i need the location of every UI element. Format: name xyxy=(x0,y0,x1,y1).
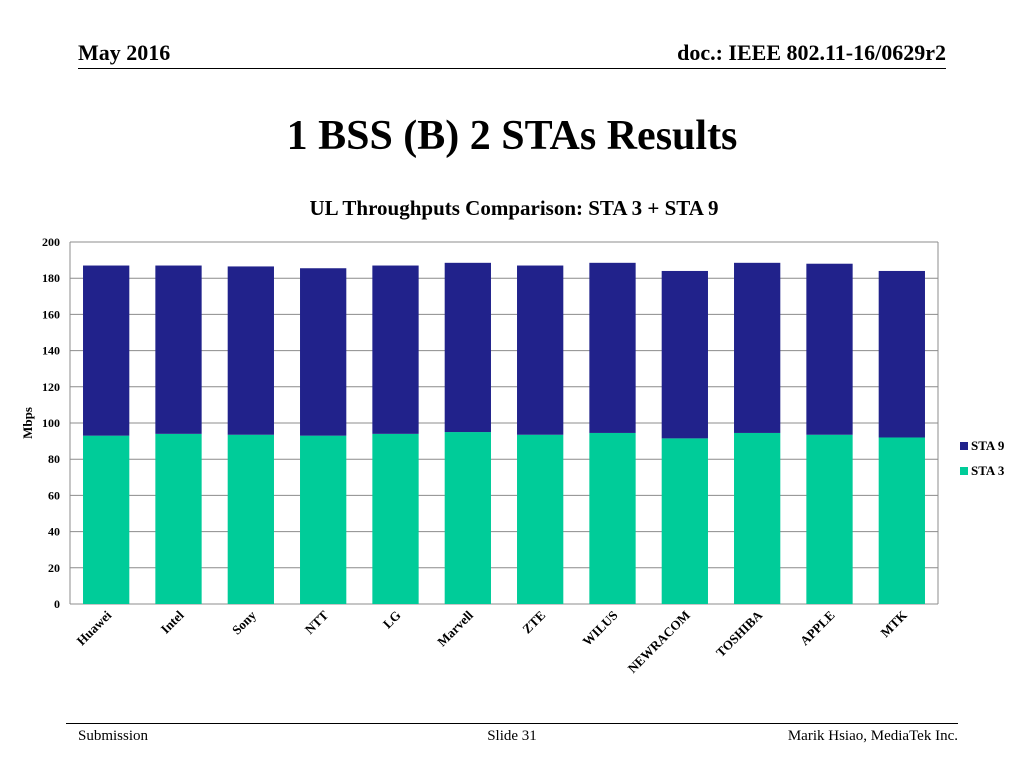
bar-segment-sta9-sony xyxy=(227,266,274,435)
footer-submission: Submission xyxy=(78,728,149,744)
y-axis-label: Mbps xyxy=(20,407,35,439)
x-tick-label: APPLE xyxy=(797,608,838,649)
bar-segment-sta9-wilus xyxy=(589,262,636,433)
footer-author: Marik Hsiao, MediaTek Inc. xyxy=(787,728,958,744)
x-tick-label: LG xyxy=(380,608,404,632)
header-doc-id: doc.: IEEE 802.11-16/0629r2 xyxy=(677,40,946,65)
x-tick-label: ZTE xyxy=(519,608,548,637)
bar-segment-sta3-ntt xyxy=(300,435,347,604)
bar-segment-sta9-intel xyxy=(155,265,202,434)
slide-title: 1 BSS (B) 2 STAs Results xyxy=(286,113,738,159)
y-tick-label: 100 xyxy=(42,416,60,430)
y-tick-label: 180 xyxy=(42,271,60,285)
y-tick-label: 120 xyxy=(42,380,60,394)
x-tick-label: Marvell xyxy=(434,607,476,649)
y-tick-label: 80 xyxy=(48,452,60,466)
bar-segment-sta9-huawei xyxy=(83,265,130,436)
bar-segment-sta3-toshiba xyxy=(734,432,781,604)
footer-divider xyxy=(66,723,958,724)
y-tick-label: 60 xyxy=(48,488,60,502)
bar-segment-sta9-zte xyxy=(517,265,564,435)
x-tick-label: WILUS xyxy=(579,608,620,649)
header-date: May 2016 xyxy=(78,40,171,65)
x-tick-label: TOSHIBA xyxy=(713,607,766,660)
bar-segment-sta9-marvell xyxy=(444,262,491,433)
gridlines xyxy=(69,241,939,605)
bar-segment-sta9-toshiba xyxy=(734,262,781,433)
x-tick-label: NEWRACOM xyxy=(625,608,693,676)
y-tick-label: 40 xyxy=(48,525,60,539)
bar-segment-sta9-apple xyxy=(806,263,853,435)
y-tick-label: 140 xyxy=(42,344,60,358)
bars xyxy=(83,262,925,604)
x-tick-label: NTT xyxy=(302,607,332,637)
bar-segment-sta3-intel xyxy=(155,433,202,604)
bar-segment-sta9-ntt xyxy=(300,268,347,436)
bar-segment-sta9-newracom xyxy=(661,270,708,439)
legend-label: STA 9 xyxy=(971,438,1005,453)
y-tick-label: 160 xyxy=(42,307,60,321)
footer-slide-number: Slide 31 xyxy=(487,728,537,744)
bar-segment-sta9-lg xyxy=(372,265,419,434)
bar-segment-sta3-huawei xyxy=(83,435,130,604)
bar-segment-sta3-sony xyxy=(227,434,274,604)
x-tick-label: Sony xyxy=(229,607,259,637)
header-divider xyxy=(78,68,946,69)
x-tick-label: MTK xyxy=(877,607,910,640)
y-tick-label: 0 xyxy=(54,597,60,611)
legend-swatch xyxy=(960,442,968,450)
bar-segment-sta3-newracom xyxy=(661,438,708,604)
x-tick-label: Intel xyxy=(158,607,187,636)
legend: STA 9 STA 3 xyxy=(960,438,1005,478)
bar-segment-sta9-mtk xyxy=(878,270,925,438)
y-tick-label: 200 xyxy=(42,235,60,249)
y-tick-label: 20 xyxy=(48,561,60,575)
legend-swatch xyxy=(960,467,968,475)
bar-segment-sta3-lg xyxy=(372,433,419,604)
bar-segment-sta3-zte xyxy=(517,434,564,604)
legend-label: STA 3 xyxy=(971,463,1005,478)
bar-segment-sta3-apple xyxy=(806,434,853,604)
bar-segment-sta3-mtk xyxy=(878,437,925,604)
chart-title: UL Throughputs Comparison: STA 3 + STA 9 xyxy=(309,196,719,220)
bar-segment-sta3-marvell xyxy=(444,432,491,604)
x-tick-label: Huawei xyxy=(74,607,115,648)
bar-segment-sta3-wilus xyxy=(589,432,636,604)
